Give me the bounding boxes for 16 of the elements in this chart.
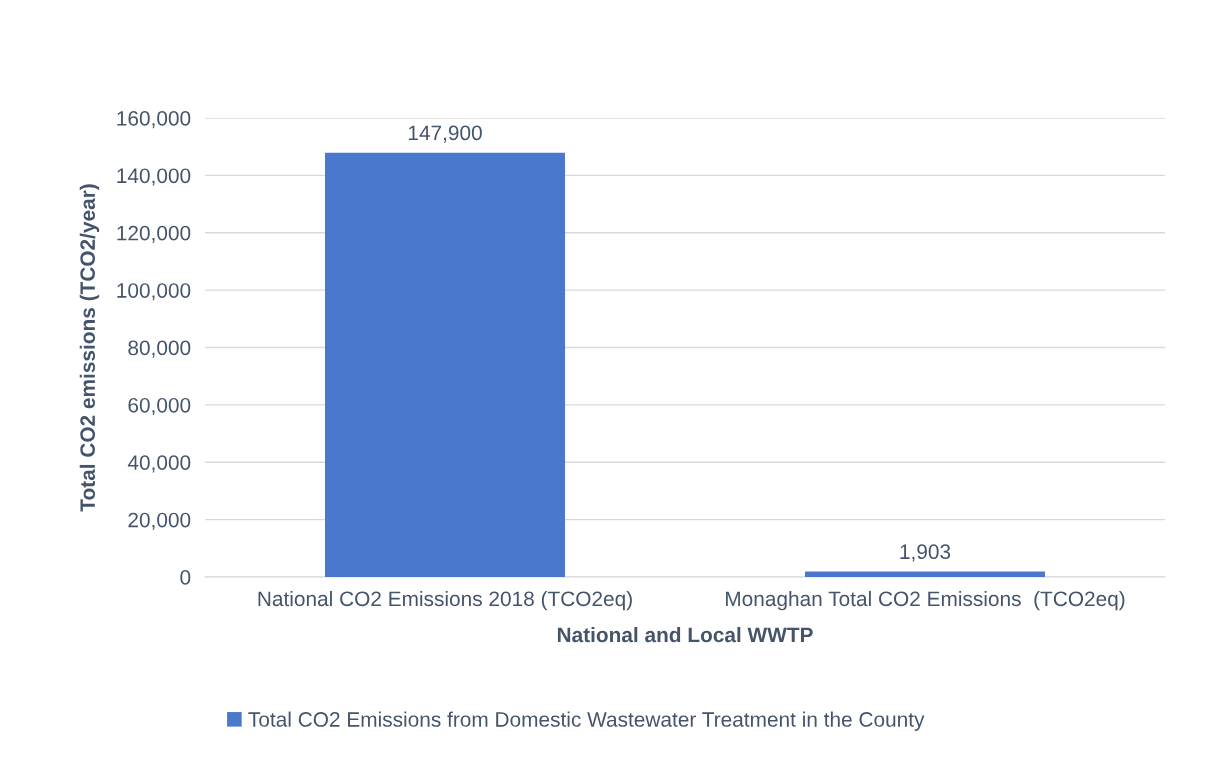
legend-label: Total CO2 Emissions from Domestic Wastewater Treatment in the County [248, 711, 925, 731]
y-tick-label: 0 [180, 570, 191, 585]
data-label: 1,903 [900, 544, 951, 562]
y-axis-title: Total CO2 emissions (TCO2/year) [79, 184, 100, 512]
y-tick-label: 20,000 [128, 512, 191, 530]
y-tick-label: 60,000 [128, 397, 191, 416]
y-tick-label: 140,000 [117, 168, 191, 186]
x-tick-label: National CO2 Emissions 2018 (TCO2eq) [258, 590, 632, 611]
y-tick-label: 160,000 [117, 111, 191, 129]
x-tick-label: Monaghan Total CO2 Emissions (TCO2eq) [726, 590, 1125, 611]
y-tick-label: 100,000 [117, 283, 191, 301]
y-tick-label: 40,000 [127, 455, 191, 473]
data-label: 147,900 [408, 125, 482, 143]
y-tick-label: 80,000 [128, 340, 191, 358]
y-tick-label: 120,000 [117, 225, 191, 243]
x-axis-title: National and Local WWTP [557, 626, 813, 643]
